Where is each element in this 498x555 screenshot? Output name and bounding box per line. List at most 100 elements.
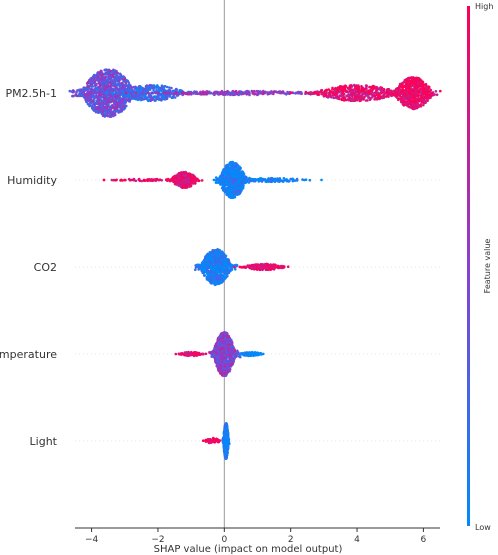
shap-point: [432, 93, 436, 96]
shap-point: [227, 193, 230, 197]
shap-point: [107, 77, 111, 80]
shap-point: [411, 84, 415, 88]
shap-point: [316, 91, 320, 95]
shap-point: [239, 172, 243, 175]
shap-point: [249, 179, 252, 183]
shap-point: [231, 93, 235, 97]
shap-point: [119, 84, 122, 88]
shap-point: [224, 254, 228, 258]
shap-point: [407, 87, 410, 90]
shap-point: [297, 91, 300, 95]
shap-point: [336, 89, 340, 93]
shap-point: [218, 181, 222, 184]
shap-point: [205, 272, 209, 275]
shap-point: [257, 178, 261, 182]
shap-point: [244, 91, 248, 95]
shap-point: [434, 90, 438, 93]
shap-point: [201, 90, 205, 94]
shap-point: [177, 184, 180, 187]
shap-point: [91, 107, 94, 110]
shap-point: [88, 93, 91, 96]
shap-point: [370, 93, 373, 96]
shap-point: [254, 92, 257, 96]
shap-point: [119, 72, 122, 76]
shap-point: [113, 113, 117, 117]
shap-point: [333, 93, 337, 97]
shap-point: [178, 179, 182, 182]
shap-point: [230, 186, 234, 190]
shap-point: [320, 91, 324, 95]
shap-point: [225, 190, 229, 194]
shap-point: [211, 258, 214, 261]
shap-point: [343, 89, 347, 92]
shap-point: [367, 96, 370, 99]
shap-point: [237, 182, 240, 186]
shap-point: [414, 94, 417, 98]
shap-point: [210, 281, 213, 285]
shap-point: [422, 103, 425, 107]
shap-point: [218, 251, 221, 255]
shap-point: [280, 90, 284, 94]
shap-point: [217, 280, 221, 283]
shap-point: [277, 91, 281, 94]
shap-point: [345, 94, 348, 98]
shap-point: [427, 87, 431, 90]
shap-point: [86, 102, 90, 106]
shap-point: [406, 90, 409, 93]
shap-point: [331, 91, 335, 95]
shap-point: [88, 90, 92, 94]
shap-point: [397, 97, 401, 101]
feature-rows: PM2.5h-1HumidityCO2TemperatureLight: [0, 87, 440, 448]
shap-point: [120, 108, 123, 112]
shap-point: [209, 261, 212, 265]
shap-point: [105, 83, 108, 86]
shap-point: [412, 99, 416, 102]
shap-point: [106, 107, 109, 111]
shap-point: [384, 95, 388, 98]
shap-point: [68, 89, 72, 93]
shap-point: [313, 91, 316, 95]
shap-point: [287, 180, 291, 183]
shap-point: [270, 176, 273, 180]
shap-point: [217, 258, 220, 261]
shap-point: [328, 91, 332, 95]
shap-point: [211, 253, 215, 257]
shap-point: [403, 96, 407, 100]
shap-point: [236, 164, 240, 168]
shap-point: [272, 90, 276, 94]
shap-point: [122, 95, 126, 98]
shap-point: [109, 83, 113, 86]
feature-label: Humidity: [7, 174, 57, 187]
shap-point: [427, 93, 430, 97]
shap-point: [95, 87, 98, 91]
shap-point: [226, 89, 229, 93]
shap-point: [151, 178, 155, 181]
shap-point: [232, 166, 235, 170]
shap-point: [128, 96, 132, 99]
shap-point: [81, 89, 84, 93]
shap-point: [200, 179, 204, 182]
shap-point: [425, 91, 428, 94]
shap-point: [204, 264, 207, 268]
shap-point: [356, 87, 360, 91]
shap-point: [108, 115, 111, 118]
shap-point: [167, 86, 171, 89]
shap-point: [106, 84, 110, 88]
shap-point: [174, 87, 178, 91]
shap-point: [157, 178, 161, 182]
shap-point: [197, 268, 200, 271]
shap-point: [146, 89, 150, 92]
shap-point: [110, 78, 113, 82]
shap-point: [153, 95, 157, 99]
shap-point: [422, 84, 425, 88]
shap-point: [184, 174, 187, 177]
shap-point: [96, 106, 100, 110]
shap-point: [98, 96, 102, 99]
shap-point: [251, 177, 255, 181]
shap-point: [216, 254, 220, 258]
shap-point: [304, 178, 308, 181]
feature-label: PM2.5h-1: [5, 87, 57, 100]
shap-point: [375, 85, 379, 89]
shap-point: [92, 90, 95, 93]
shap-point: [93, 80, 97, 84]
